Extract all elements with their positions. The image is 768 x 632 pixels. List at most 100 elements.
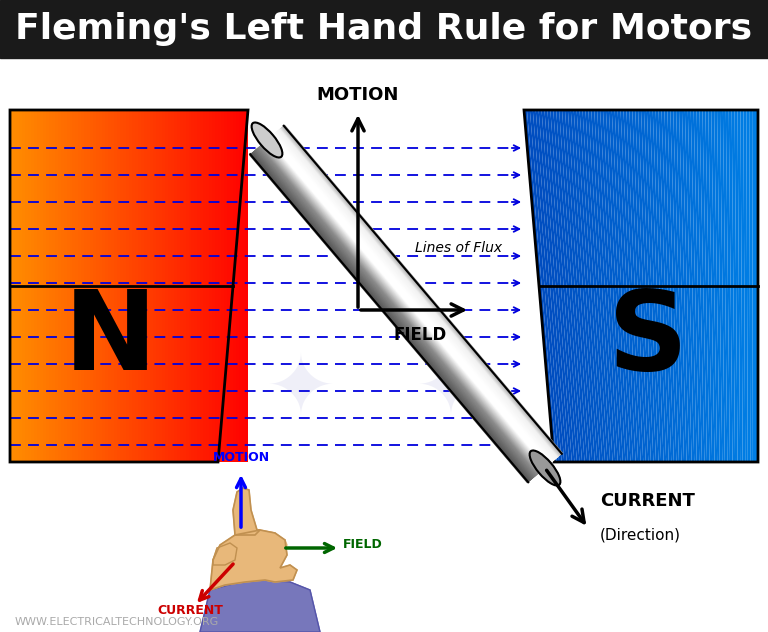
Polygon shape	[180, 110, 183, 462]
Polygon shape	[22, 110, 25, 462]
Polygon shape	[594, 110, 617, 462]
Polygon shape	[726, 110, 733, 462]
Polygon shape	[37, 110, 40, 462]
Polygon shape	[582, 110, 607, 462]
Polygon shape	[16, 110, 19, 462]
Polygon shape	[621, 110, 641, 462]
Polygon shape	[644, 110, 661, 462]
Polygon shape	[153, 110, 156, 462]
Polygon shape	[123, 110, 126, 462]
Polygon shape	[156, 110, 159, 462]
Polygon shape	[88, 110, 91, 462]
Polygon shape	[627, 110, 646, 462]
Polygon shape	[577, 110, 602, 462]
Polygon shape	[19, 110, 22, 462]
Polygon shape	[585, 110, 610, 462]
Text: CURRENT: CURRENT	[600, 492, 695, 510]
Polygon shape	[210, 530, 297, 590]
Text: (Direction): (Direction)	[600, 528, 681, 543]
Polygon shape	[697, 110, 707, 462]
Polygon shape	[167, 110, 170, 462]
Polygon shape	[603, 110, 625, 462]
Polygon shape	[635, 110, 654, 462]
Polygon shape	[102, 110, 105, 462]
Polygon shape	[717, 110, 725, 462]
Polygon shape	[667, 110, 681, 462]
Polygon shape	[129, 110, 132, 462]
Polygon shape	[91, 110, 93, 462]
Polygon shape	[69, 110, 72, 462]
Polygon shape	[538, 110, 569, 462]
Polygon shape	[752, 110, 756, 462]
Polygon shape	[536, 110, 567, 462]
Polygon shape	[245, 110, 248, 462]
Polygon shape	[559, 110, 588, 462]
Polygon shape	[150, 110, 153, 462]
Polygon shape	[711, 110, 720, 462]
Text: MOTION: MOTION	[317, 86, 399, 104]
Polygon shape	[218, 110, 221, 462]
Polygon shape	[58, 110, 61, 462]
Text: FIELD: FIELD	[343, 538, 382, 552]
Polygon shape	[215, 110, 218, 462]
Text: Fleming's Left Hand Rule for Motors: Fleming's Left Hand Rule for Motors	[15, 12, 753, 46]
Polygon shape	[565, 110, 592, 462]
Polygon shape	[188, 110, 191, 462]
Polygon shape	[132, 110, 135, 462]
Polygon shape	[641, 110, 658, 462]
Polygon shape	[159, 110, 162, 462]
Polygon shape	[723, 110, 730, 462]
Polygon shape	[658, 110, 674, 462]
Polygon shape	[720, 110, 727, 462]
Polygon shape	[650, 110, 666, 462]
Polygon shape	[551, 110, 580, 462]
Polygon shape	[690, 110, 702, 462]
Polygon shape	[257, 530, 287, 550]
Text: CURRENT: CURRENT	[157, 604, 223, 617]
Polygon shape	[183, 110, 186, 462]
Polygon shape	[545, 110, 574, 462]
Polygon shape	[676, 110, 689, 462]
Polygon shape	[708, 110, 717, 462]
Polygon shape	[556, 110, 584, 462]
Polygon shape	[227, 110, 230, 462]
Text: FIELD: FIELD	[393, 326, 447, 344]
Polygon shape	[126, 110, 129, 462]
Polygon shape	[72, 110, 75, 462]
Polygon shape	[541, 110, 572, 462]
Polygon shape	[530, 110, 561, 462]
Polygon shape	[67, 110, 69, 462]
Polygon shape	[656, 110, 671, 462]
Polygon shape	[213, 543, 237, 565]
Polygon shape	[598, 110, 621, 462]
Polygon shape	[638, 110, 656, 462]
Text: ✦: ✦	[415, 349, 485, 430]
Polygon shape	[600, 110, 623, 462]
Polygon shape	[746, 110, 750, 462]
Polygon shape	[40, 110, 43, 462]
Polygon shape	[108, 110, 111, 462]
Polygon shape	[194, 110, 197, 462]
Polygon shape	[236, 110, 239, 462]
Polygon shape	[114, 110, 117, 462]
Polygon shape	[571, 110, 598, 462]
Polygon shape	[664, 110, 679, 462]
Polygon shape	[609, 110, 631, 462]
Polygon shape	[75, 110, 78, 462]
Polygon shape	[186, 110, 188, 462]
Polygon shape	[729, 110, 735, 462]
Text: S: S	[608, 286, 688, 394]
Polygon shape	[703, 110, 712, 462]
Polygon shape	[96, 110, 99, 462]
Text: MOTION: MOTION	[213, 451, 270, 464]
Polygon shape	[700, 110, 710, 462]
Polygon shape	[81, 110, 84, 462]
Polygon shape	[670, 110, 684, 462]
Text: N: N	[64, 286, 157, 394]
Polygon shape	[732, 110, 737, 462]
Polygon shape	[694, 110, 704, 462]
Polygon shape	[574, 110, 600, 462]
Polygon shape	[174, 110, 177, 462]
Polygon shape	[553, 110, 582, 462]
Polygon shape	[212, 110, 215, 462]
